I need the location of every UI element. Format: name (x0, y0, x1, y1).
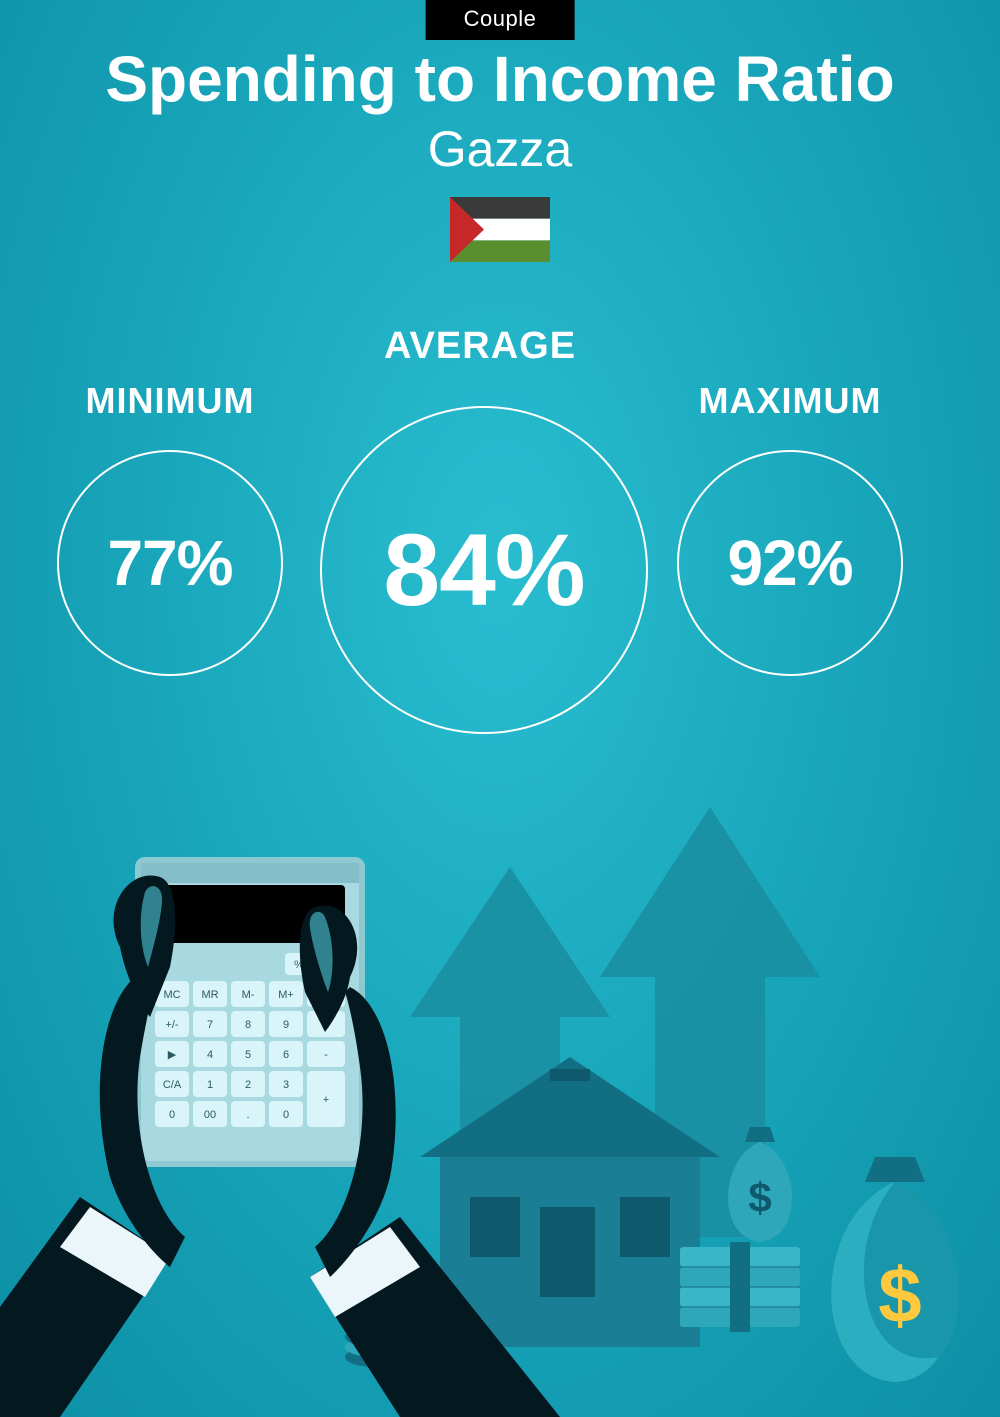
finance-illustration: $ $ % MU MC (0, 777, 1000, 1417)
svg-text:.: . (246, 1109, 249, 1121)
stat-average-circle: 84% (320, 406, 648, 734)
stats-row: MINIMUM 77% AVERAGE 84% MAXIMUM 92% (0, 325, 1000, 745)
stat-maximum-value: 92% (727, 526, 852, 600)
flag-icon (450, 197, 550, 262)
svg-text:1: 1 (207, 1079, 213, 1091)
stat-maximum-label: MAXIMUM (660, 380, 920, 422)
svg-text:-: - (324, 1049, 328, 1061)
svg-text:3: 3 (283, 1079, 289, 1091)
svg-text:5: 5 (245, 1049, 251, 1061)
svg-text:8: 8 (245, 1019, 251, 1031)
category-tab: Couple (426, 0, 575, 40)
svg-text:MC: MC (163, 989, 180, 1001)
svg-text:C/A: C/A (163, 1079, 182, 1091)
money-bag-large-icon: $ (831, 1157, 959, 1382)
svg-text:00: 00 (204, 1109, 216, 1121)
svg-text:6: 6 (283, 1049, 289, 1061)
stat-maximum-circle: 92% (677, 450, 903, 676)
svg-text:$: $ (878, 1251, 921, 1339)
svg-text:M-: M- (242, 989, 255, 1001)
stat-average: AVERAGE 84% (320, 325, 640, 734)
cash-stack-icon (680, 1242, 800, 1332)
stat-average-value: 84% (383, 512, 584, 629)
svg-text:+: + (323, 1094, 329, 1106)
svg-text:$: $ (748, 1174, 771, 1221)
svg-text:7: 7 (207, 1019, 213, 1031)
svg-text:0: 0 (283, 1109, 289, 1121)
stat-minimum: MINIMUM 77% (40, 380, 300, 676)
svg-text:M+: M+ (278, 989, 294, 1001)
stat-maximum: MAXIMUM 92% (660, 380, 920, 676)
category-tab-label: Couple (464, 6, 537, 31)
svg-text:0: 0 (169, 1109, 175, 1121)
stat-average-label: AVERAGE (320, 325, 640, 368)
svg-text:▶: ▶ (168, 1049, 177, 1061)
svg-text:MR: MR (201, 989, 218, 1001)
stat-minimum-circle: 77% (57, 450, 283, 676)
page-title: Spending to Income Ratio (0, 42, 1000, 116)
svg-text:9: 9 (283, 1019, 289, 1031)
svg-text:2: 2 (245, 1079, 251, 1091)
stat-minimum-label: MINIMUM (40, 380, 300, 422)
region-name: Gazza (0, 120, 1000, 178)
svg-text:4: 4 (207, 1049, 213, 1061)
svg-text:+/-: +/- (165, 1019, 178, 1031)
stat-minimum-value: 77% (107, 526, 232, 600)
